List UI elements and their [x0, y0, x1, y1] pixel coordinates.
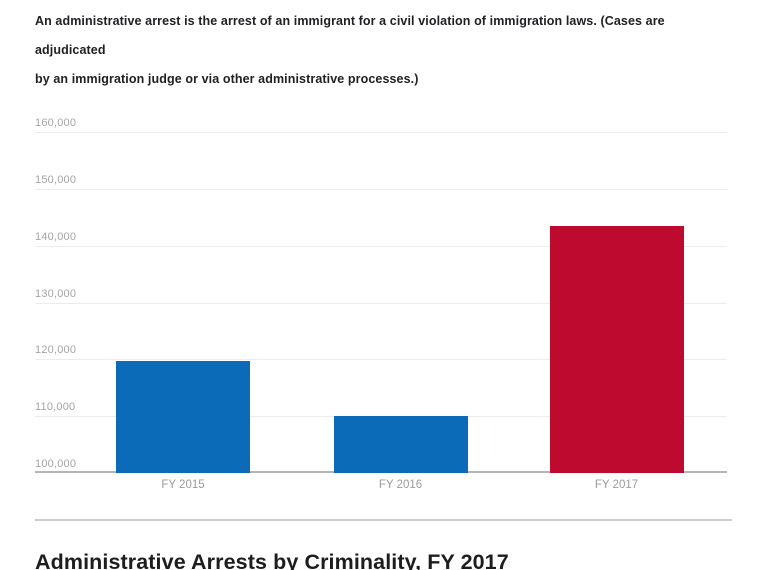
x-axis-label: FY 2015	[161, 479, 205, 491]
gridline	[35, 132, 727, 133]
bar-chart: 100,000 110,000 120,000 130,000 140,000 150,0…	[35, 117, 727, 491]
y-tick-label: 130,000	[35, 287, 77, 300]
page-content: An administrative arrest is the arrest o…	[35, 0, 732, 570]
y-tick-label: 150,000	[35, 173, 77, 186]
chart-note-line-2: by an immigration judge or via other adm…	[35, 72, 419, 86]
page-title: Administrative Arrests by Criminality, F…	[35, 550, 509, 570]
y-tick-label: 120,000	[35, 344, 77, 357]
bar-fy-2015[interactable]	[116, 360, 250, 473]
gridline	[35, 302, 727, 304]
bar-fy-2017[interactable]	[549, 225, 684, 473]
y-tick-label: 160,000	[35, 117, 77, 129]
gridline	[35, 359, 727, 361]
section-divider	[35, 519, 732, 521]
bar-fy-2016[interactable]	[333, 415, 468, 473]
x-axis-label: FY 2016	[378, 479, 423, 491]
chart-note: An administrative arrest is the arrest o…	[35, 0, 732, 94]
gridline	[35, 188, 727, 190]
gridline	[35, 245, 727, 247]
chart-note-line-1: An administrative arrest is the arrest o…	[35, 14, 665, 57]
y-tick-label: 110,000	[35, 401, 76, 414]
y-tick-label: 100,000	[35, 458, 77, 470]
y-tick-label: 140,000	[35, 230, 77, 243]
x-axis-label: FY 2017	[594, 479, 639, 491]
